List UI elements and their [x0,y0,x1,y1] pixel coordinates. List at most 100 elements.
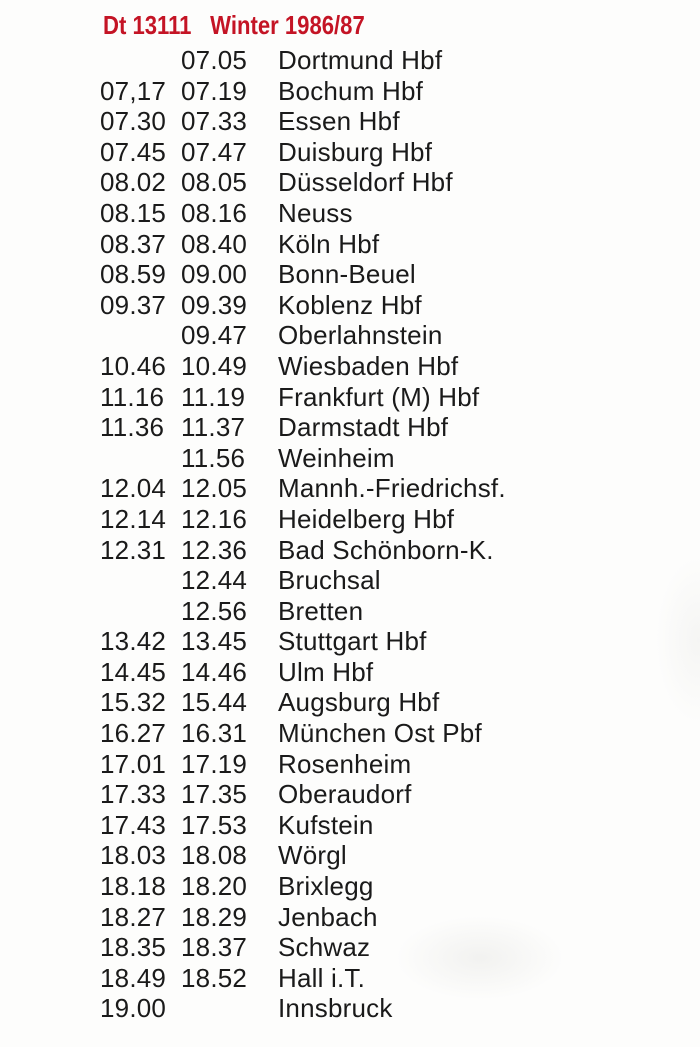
station-name: Rosenheim [278,748,412,779]
arrival-time: 08.02 [100,167,167,198]
departure-time: 18.20 [181,871,248,902]
season-label: Winter 1986/87 [210,10,365,40]
timetable-row: 17.33 17.35 Oberaudorf [0,779,700,810]
arrival-time: 19.00 [100,993,167,1024]
timetable-row: 07.45 07.47 Duisburg Hbf [0,137,700,168]
timetable-row: 19.00 Innsbruck [0,993,700,1024]
departure-time: 12.05 [181,473,248,504]
station-name: Bonn-Beuel [278,259,416,290]
arrival-time: 12.04 [100,473,167,504]
station-name: Stuttgart Hbf [278,626,427,657]
arrival-time: 13.42 [100,626,167,657]
departure-time: 13.45 [181,626,248,657]
timetable-row: 17.43 17.53 Kufstein [0,810,700,841]
timetable-row: 12.56 Bretten [0,596,700,627]
timetable-row: 12.31 12.36 Bad Schönborn-K. [0,535,700,566]
arrival-time: 09.37 [100,289,167,320]
timetable-row: 07.30 07.33 Essen Hbf [0,106,700,137]
station-name: Koblenz Hbf [278,289,422,320]
arrival-time: 12.31 [100,534,167,565]
station-name: Essen Hbf [278,106,400,137]
station-name: Kufstein [278,809,374,840]
arrival-time: 14.45 [100,656,167,687]
station-name: Wörgl [278,840,347,871]
timetable-row: 08.37 08.40 Köln Hbf [0,229,700,260]
timetable-rows: 07.05 Dortmund Hbf 07,17 07.19 Bochum Hb… [0,45,700,1024]
timetable-row: 08.02 08.05 Düsseldorf Hbf [0,167,700,198]
train-number: Dt 13111 [103,10,192,40]
timetable-row: 11.36 11.37 Darmstadt Hbf [0,412,700,443]
timetable-row: 12.44 Bruchsal [0,565,700,596]
arrival-time: 07,17 [100,75,167,106]
station-name: Bretten [278,595,364,626]
arrival-time: 11.36 [100,412,165,443]
timetable-row: 12.14 12.16 Heidelberg Hbf [0,504,700,535]
arrival-time: 08.15 [100,197,167,228]
timetable-row: 18.03 18.08 Wörgl [0,840,700,871]
departure-time: 07.19 [181,75,248,106]
departure-time: 12.36 [181,534,248,565]
departure-time: 07.47 [181,136,248,167]
timetable-row: 15.32 15.44 Augsburg Hbf [0,687,700,718]
station-name: Frankfurt (M) Hbf [278,381,480,412]
arrival-time: 07.45 [100,136,167,167]
departure-time: 07.05 [181,45,248,75]
station-name: Innsbruck [278,993,393,1024]
timetable-row: 11.16 11.19 Frankfurt (M) Hbf [0,382,700,413]
timetable-row: 07,17 07.19 Bochum Hbf [0,76,700,107]
departure-time: 14.46 [181,656,248,687]
timetable-row: 12.04 12.05 Mannh.-Friedrichsf. [0,473,700,504]
departure-time: 07.33 [181,106,248,137]
station-name: Oberlahnstein [278,320,443,351]
arrival-time: 16.27 [100,718,167,749]
station-name: Heidelberg Hbf [278,503,455,534]
departure-time: 09.00 [181,259,248,290]
departure-time: 12.56 [181,595,248,626]
departure-time: 18.37 [181,932,248,963]
station-name: München Ost Pbf [278,718,482,749]
timetable-row: 18.18 18.20 Brixlegg [0,871,700,902]
departure-time: 09.47 [181,320,248,351]
departure-time: 17.35 [181,779,248,810]
station-name: Wiesbaden Hbf [278,350,459,381]
arrival-time: 18.35 [100,932,167,963]
arrival-time: 17.43 [100,809,167,840]
departure-time: 17.19 [181,748,248,779]
departure-time: 09.39 [181,289,248,320]
station-name: Augsburg Hbf [278,687,440,718]
station-name: Jenbach [278,901,378,932]
station-name: Ulm Hbf [278,656,374,687]
station-name: Neuss [278,197,353,228]
station-name: Weinheim [278,442,395,473]
timetable-row: 09.37 09.39 Koblenz Hbf [0,290,700,321]
station-name: Brixlegg [278,871,374,902]
arrival-time: 18.18 [100,871,167,902]
departure-time: 18.08 [181,840,248,871]
timetable-row: 10.46 10.49 Wiesbaden Hbf [0,351,700,382]
timetable-row: 18.27 18.29 Jenbach [0,902,700,933]
departure-time: 08.16 [181,197,248,228]
timetable-row: 09.47 Oberlahnstein [0,320,700,351]
arrival-time: 10.46 [100,350,167,381]
timetable-row: 16.27 16.31 München Ost Pbf [0,718,700,749]
departure-time: 12.44 [181,565,248,596]
station-name: Bruchsal [278,565,381,596]
timetable-row: 18.49 18.52 Hall i.T. [0,963,700,994]
departure-time: 17.53 [181,809,248,840]
arrival-time: 18.49 [100,962,167,993]
timetable-row: 08.15 08.16 Neuss [0,198,700,229]
departure-time: 18.29 [181,901,248,932]
arrival-time: 17.33 [100,779,167,810]
departure-time: 12.16 [181,503,248,534]
arrival-time: 08.59 [100,259,167,290]
departure-time: 18.52 [181,962,248,993]
arrival-time: 15.32 [100,687,167,718]
station-name: Darmstadt Hbf [278,412,449,443]
departure-time: 08.05 [181,167,248,198]
timetable-row: 08.59 09.00 Bonn-Beuel [0,259,700,290]
timetable-row: 14.45 14.46 Ulm Hbf [0,657,700,688]
arrival-time: 18.03 [100,840,167,871]
departure-time: 11.37 [181,412,246,443]
station-name: Düsseldorf Hbf [278,167,453,198]
